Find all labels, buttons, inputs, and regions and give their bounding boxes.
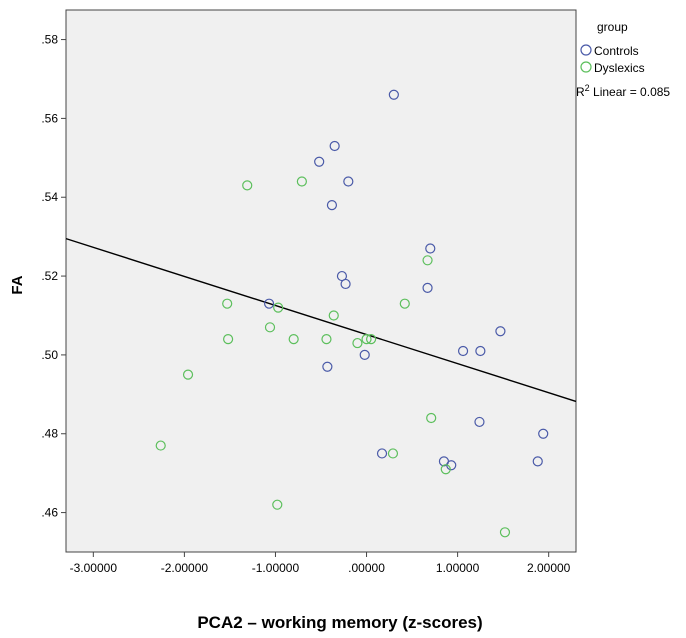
- legend-marker-controls: [580, 44, 592, 56]
- y-axis: .46 .48 .50 .52 .54 .56 .58: [41, 33, 66, 520]
- legend-fit-label: R2 Linear = 0.085: [576, 83, 670, 99]
- point-dyslexics: [352, 337, 363, 349]
- legend: group Controls Dyslexics R2 Linear = 0.0…: [576, 20, 670, 99]
- fit-label-suffix: Linear = 0.085: [590, 85, 671, 99]
- point-dyslexics: [321, 334, 332, 345]
- point-controls: [422, 282, 433, 293]
- y-tick-label: .46: [41, 506, 58, 520]
- point-controls: [329, 140, 340, 152]
- y-tick-label: .56: [41, 111, 58, 125]
- x-tick-label: -1.00000: [252, 561, 300, 575]
- point-dyslexics: [288, 334, 299, 345]
- point-dyslexics: [182, 369, 194, 380]
- y-axis-title: FA: [9, 275, 26, 294]
- points-layer: [155, 89, 549, 538]
- point-dyslexics: [440, 464, 451, 475]
- x-tick-label: -3.00000: [70, 561, 118, 575]
- point-dyslexics: [272, 499, 283, 510]
- point-dyslexics: [387, 448, 399, 459]
- point-controls: [326, 200, 338, 211]
- point-dyslexics: [499, 527, 511, 538]
- point-dyslexics: [242, 180, 253, 191]
- point-controls: [474, 416, 485, 428]
- point-dyslexics: [361, 334, 372, 345]
- legend-label-dyslexics: Dyslexics: [594, 61, 645, 75]
- y-tick-label: .50: [41, 348, 58, 362]
- point-dyslexics: [399, 298, 410, 309]
- point-dyslexics: [222, 298, 233, 309]
- point-controls: [376, 448, 388, 459]
- point-controls: [359, 349, 370, 361]
- x-tick-label: .00000: [348, 561, 385, 575]
- x-tick-label: 2.00000: [527, 561, 571, 575]
- point-controls: [425, 243, 436, 254]
- legend-entry-controls: Controls: [580, 44, 639, 58]
- x-tick-label: -2.00000: [161, 561, 209, 575]
- point-controls: [538, 428, 549, 439]
- point-dyslexics: [422, 255, 433, 266]
- y-tick-label: .58: [41, 33, 58, 47]
- point-dyslexics: [264, 322, 276, 333]
- point-dyslexics: [223, 334, 234, 345]
- y-tick-label: .52: [41, 269, 58, 283]
- fit-line-layer: [65, 237, 577, 403]
- point-controls: [388, 89, 399, 100]
- plot-area: [65, 9, 577, 553]
- point-dyslexics: [365, 334, 377, 345]
- legend-marker-dyslexics: [580, 61, 592, 73]
- x-axis: -3.00000 -2.00000 -1.00000 .00000 1.00000 2.0…: [70, 552, 571, 575]
- y-tick-label: .54: [41, 190, 58, 204]
- y-tick-label: .48: [41, 427, 58, 441]
- point-controls: [322, 361, 333, 372]
- legend-title: group: [597, 20, 628, 34]
- point-controls: [340, 278, 351, 290]
- legend-label-controls: Controls: [594, 44, 639, 58]
- fit-label-sup: 2: [585, 83, 590, 93]
- point-dyslexics: [155, 440, 166, 451]
- point-controls: [532, 456, 543, 467]
- point-dyslexics: [426, 412, 437, 424]
- point-dyslexics: [273, 302, 284, 313]
- point-controls: [314, 156, 325, 167]
- x-axis-title: PCA2 – working memory (z-scores): [197, 613, 482, 632]
- x-tick-label: 1.00000: [436, 561, 480, 575]
- point-dyslexics: [296, 176, 307, 187]
- fit-label-prefix: R: [576, 85, 585, 99]
- linear-fit-line: [65, 237, 577, 403]
- legend-entry-dyslexics: Dyslexics: [580, 61, 645, 75]
- point-controls: [343, 176, 354, 187]
- point-controls: [263, 298, 275, 309]
- point-dyslexics: [328, 310, 339, 321]
- point-controls: [495, 326, 506, 337]
- point-controls: [475, 345, 486, 357]
- point-controls: [457, 345, 469, 357]
